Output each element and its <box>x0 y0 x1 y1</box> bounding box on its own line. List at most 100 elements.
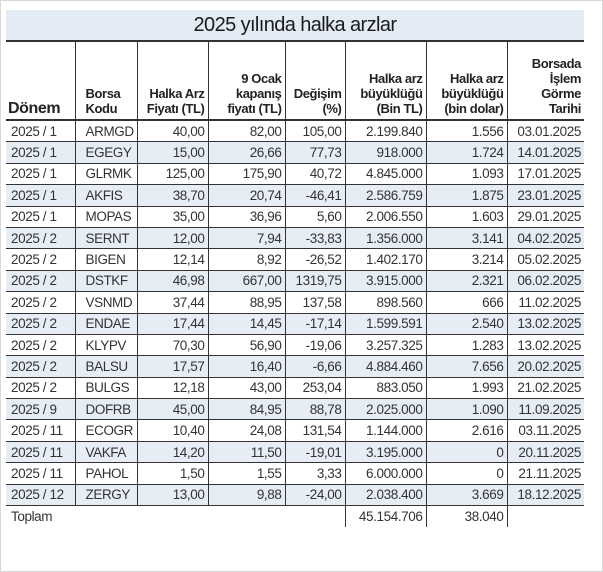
cell-donem: 2025 / 1 <box>6 206 75 228</box>
cell-buyukluk-tl: 1.144.000 <box>344 419 426 442</box>
total-label: Toplam <box>11 509 53 525</box>
cell-buyukluk-usd: 7.656 <box>425 355 507 378</box>
cell-islem-tarihi: 20.11.2025 <box>506 441 584 464</box>
cell-buyukluk-tl: 3.257.325 <box>344 334 426 357</box>
cell-islem-tarihi: 18.12.2025 <box>506 484 584 507</box>
cell-borsa-kodu: VAKFA <box>74 441 137 464</box>
cell-degisim: 40,72 <box>284 163 345 186</box>
cell-buyukluk-usd: 1.603 <box>425 206 507 228</box>
total-usd: 38.040 <box>425 505 507 528</box>
cell-buyukluk-usd: 2.321 <box>425 270 507 293</box>
cell-buyukluk-tl: 918.000 <box>344 141 426 164</box>
cell-halka-arz-fiyati: 40,00 <box>136 120 208 143</box>
table-row: 2025 / 2 BALSU 17,57 16,40 -6,66 4.884.460 7.6… <box>6 355 584 378</box>
table-row: 2025 / 2 SERNT 12,00 7,94 -33,83 1.356.000 3.1… <box>6 227 584 250</box>
table-row: 2025 / 1 AKFIS 38,70 20,74 -46,41 2.586.759 1.… <box>6 184 584 207</box>
cell-kapanis-fiyati: 56,90 <box>207 334 285 357</box>
cell-degisim: -17,14 <box>284 313 345 335</box>
table-row: 2025 / 2 KLYPV 70,30 56,90 -19,06 3.257.325 1.… <box>6 334 584 357</box>
cell-kapanis-fiyati: 26,66 <box>207 141 285 164</box>
ipo-table: Dönem Borsa Kodu Halka Arz Fiyatı (TL) 9 Oc… <box>6 42 584 528</box>
cell-buyukluk-tl: 2.025.000 <box>344 398 426 421</box>
cell-degisim: 253,04 <box>284 377 345 400</box>
cell-donem: 2025 / 12 <box>6 484 75 507</box>
cell-degisim: 77,73 <box>284 141 345 164</box>
cell-donem: 2025 / 1 <box>6 120 75 143</box>
cell-borsa-kodu: ENDAE <box>74 313 137 335</box>
cell-donem: 2025 / 2 <box>6 377 75 400</box>
cell-halka-arz-fiyati: 38,70 <box>136 184 208 207</box>
cell-islem-tarihi: 17.01.2025 <box>506 163 584 186</box>
cell-halka-arz-fiyati: 125,00 <box>136 163 208 186</box>
cell-borsa-kodu: BIGEN <box>74 248 137 271</box>
cell-donem: 2025 / 2 <box>6 227 75 250</box>
cell-kapanis-fiyati: 175,90 <box>207 163 285 186</box>
table-row: 2025 / 1 EGEGY 15,00 26,66 77,73 918.000 1.724… <box>6 141 584 164</box>
cell-halka-arz-fiyati: 45,00 <box>136 398 208 421</box>
cell-borsa-kodu: ZERGY <box>74 484 137 507</box>
cell-halka-arz-fiyati: 35,00 <box>136 206 208 228</box>
table-row: 2025 / 2 DSTKF 46,98 667,00 1319,75 3.915.000… <box>6 270 584 293</box>
cell-borsa-kodu: PAHOL <box>74 462 137 485</box>
cell-buyukluk-usd: 3.214 <box>425 248 507 271</box>
cell-islem-tarihi: 04.02.2025 <box>506 227 584 250</box>
cell-borsa-kodu: DOFRB <box>74 398 137 421</box>
cell-islem-tarihi: 11.09.2025 <box>506 398 584 421</box>
table-row: 2025 / 2 BULGS 12,18 43,00 253,04 883.050 1.99… <box>6 377 584 400</box>
cell-buyukluk-tl: 883.050 <box>344 377 426 400</box>
cell-kapanis-fiyati: 9,88 <box>207 484 285 507</box>
header-kapanis-fiyati: 9 Ocak kapanış fiyatı (TL) <box>207 42 285 121</box>
cell-buyukluk-tl: 1.402.170 <box>344 248 426 271</box>
cell-islem-tarihi: 21.11.2025 <box>506 462 584 485</box>
cell-kapanis-fiyati: 14,45 <box>207 313 285 335</box>
cell-degisim: -19,01 <box>284 441 345 464</box>
cell-borsa-kodu: BALSU <box>74 355 137 378</box>
header-row: Dönem Borsa Kodu Halka Arz Fiyatı (TL) 9 Oc… <box>6 42 584 121</box>
cell-halka-arz-fiyati: 1,50 <box>136 462 208 485</box>
cell-halka-arz-fiyati: 10,40 <box>136 419 208 442</box>
cell-halka-arz-fiyati: 70,30 <box>136 334 208 357</box>
table-row: 2025 / 11 VAKFA 14,20 11,50 -19,01 3.195.000 0… <box>6 441 584 464</box>
cell-islem-tarihi: 14.01.2025 <box>506 141 584 164</box>
cell-degisim: 88,78 <box>284 398 345 421</box>
cell-donem: 2025 / 11 <box>6 441 75 464</box>
cell-borsa-kodu: MOPAS <box>74 206 137 228</box>
table-row: 2025 / 1 GLRMK 125,00 175,90 40,72 4.845.000 1… <box>6 163 584 186</box>
cell-islem-tarihi: 13.02.2025 <box>506 334 584 357</box>
cell-donem: 2025 / 1 <box>6 141 75 164</box>
total-empty <box>506 505 584 528</box>
table-title: 2025 yılında halka arzlar <box>6 10 584 42</box>
cell-kapanis-fiyati: 11,50 <box>207 441 285 464</box>
cell-buyukluk-tl: 1.356.000 <box>344 227 426 250</box>
cell-degisim: 5,60 <box>284 206 345 228</box>
cell-borsa-kodu: ARMGD <box>74 120 137 143</box>
cell-islem-tarihi: 13.02.2025 <box>506 313 584 335</box>
cell-halka-arz-fiyati: 12,14 <box>136 248 208 271</box>
cell-donem: 2025 / 1 <box>6 184 75 207</box>
cell-buyukluk-usd: 0 <box>425 462 507 485</box>
cell-borsa-kodu: GLRMK <box>74 163 137 186</box>
table-row: 2025 / 12 ZERGY 13,00 9,88 -24,00 2.038.400 3.… <box>6 484 584 507</box>
cell-degisim: -33,83 <box>284 227 345 250</box>
cell-buyukluk-usd: 3.141 <box>425 227 507 250</box>
header-islem-tarihi: Borsada İşlem Görme Tarihi <box>506 42 584 121</box>
cell-donem: 2025 / 2 <box>6 270 75 293</box>
cell-degisim: 137,58 <box>284 291 345 314</box>
cell-kapanis-fiyati: 88,95 <box>207 291 285 314</box>
cell-donem: 2025 / 2 <box>6 334 75 357</box>
table-row: 2025 / 11 ECOGR 10,40 24,08 131,54 1.144.000 2… <box>6 419 584 442</box>
cell-degisim: 105,00 <box>284 120 345 143</box>
table-row: 2025 / 11 PAHOL 1,50 1,55 3,33 6.000.000 0 21.1… <box>6 462 584 485</box>
cell-kapanis-fiyati: 1,55 <box>207 462 285 485</box>
cell-islem-tarihi: 03.01.2025 <box>506 120 584 143</box>
cell-buyukluk-usd: 0 <box>425 441 507 464</box>
cell-degisim: 3,33 <box>284 462 345 485</box>
cell-halka-arz-fiyati: 14,20 <box>136 441 208 464</box>
cell-buyukluk-tl: 2.006.550 <box>344 206 426 228</box>
cell-buyukluk-usd: 1.093 <box>425 163 507 186</box>
cell-buyukluk-tl: 4.884.460 <box>344 355 426 378</box>
cell-kapanis-fiyati: 16,40 <box>207 355 285 378</box>
header-borsa-kodu: Borsa Kodu <box>74 42 137 121</box>
cell-donem: 2025 / 2 <box>6 248 75 271</box>
cell-donem: 2025 / 2 <box>6 291 75 314</box>
